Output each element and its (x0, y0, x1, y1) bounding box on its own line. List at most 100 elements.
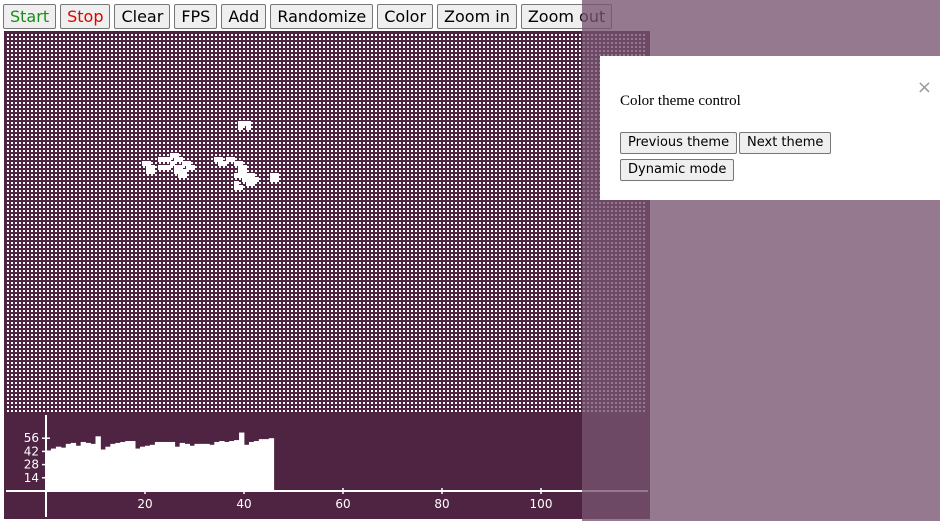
live-cell (146, 165, 151, 170)
live-cell (246, 173, 251, 178)
game-board[interactable]: 14 28 42 56 20 40 60 80 100 (4, 31, 650, 519)
population-chart: 14 28 42 56 20 40 60 80 100 (6, 413, 648, 517)
live-cell (238, 161, 243, 166)
live-cell (238, 185, 243, 190)
population-bar (85, 442, 91, 491)
y-tick-label: 42 (24, 444, 39, 458)
live-cell (234, 185, 239, 190)
live-cell (142, 161, 147, 166)
x-tick-label: 60 (335, 497, 350, 511)
population-bar (65, 443, 72, 491)
live-cell (150, 169, 155, 174)
live-cell (218, 161, 223, 166)
live-cell (246, 177, 251, 182)
population-bar (145, 445, 151, 491)
population-bar (179, 442, 185, 491)
live-cell (242, 169, 247, 174)
population-bar (80, 441, 86, 491)
live-cell (174, 157, 179, 162)
y-tick-label: 14 (24, 471, 39, 485)
live-cell (242, 177, 247, 182)
live-cell (238, 165, 243, 170)
live-cell (246, 181, 251, 186)
population-bar (100, 449, 106, 491)
population-bar (159, 441, 166, 491)
dynamic-mode-button[interactable]: Dynamic mode (620, 159, 735, 181)
x-tick-label: 100 (530, 497, 553, 511)
live-cell (186, 165, 191, 170)
population-bar (239, 432, 245, 491)
live-cell (242, 165, 247, 170)
live-cell (234, 173, 239, 178)
live-cell (186, 161, 191, 166)
live-cell (250, 173, 255, 178)
live-cell (158, 157, 163, 162)
live-cell (166, 157, 171, 162)
live-cell (178, 169, 183, 174)
live-cell (250, 181, 255, 186)
population-bar (169, 441, 176, 491)
population-bar (224, 441, 230, 491)
dialog-title: Color theme control (620, 93, 741, 109)
population-bar (263, 439, 270, 491)
population-bar (189, 445, 195, 491)
fps-button[interactable]: FPS (174, 4, 218, 29)
next-theme-button[interactable]: Next theme (739, 132, 832, 154)
live-cell (182, 173, 187, 178)
live-cell (274, 177, 279, 182)
population-bar (60, 447, 67, 491)
clear-button[interactable]: Clear (114, 4, 171, 29)
x-tick-label: 20 (137, 497, 152, 511)
live-cell (270, 173, 275, 178)
population-bar (50, 448, 57, 491)
population-bar (194, 443, 200, 491)
live-cell (178, 173, 183, 178)
randomize-button[interactable]: Randomize (270, 4, 374, 29)
color-theme-dialog: Color theme control × Previous theme Nex… (600, 56, 940, 200)
live-cell (158, 165, 163, 170)
y-tick-label: 28 (24, 458, 39, 472)
population-bar (140, 446, 146, 491)
live-cell (146, 161, 151, 166)
population-bar (209, 444, 215, 491)
live-cell (218, 157, 223, 162)
population-bar (149, 444, 156, 491)
live-cell (222, 161, 227, 166)
live-cell (238, 121, 243, 126)
live-cell (226, 157, 231, 162)
color-button[interactable]: Color (377, 4, 434, 29)
population-bar (219, 441, 225, 491)
live-cell (242, 173, 247, 178)
population-bar (115, 442, 121, 491)
population-bar (234, 440, 240, 491)
population-bar (174, 446, 181, 491)
live-cell (182, 169, 187, 174)
live-cell (170, 161, 175, 166)
live-cell (274, 173, 279, 178)
zoom-in-button[interactable]: Zoom in (437, 4, 517, 29)
population-bar (199, 443, 205, 491)
close-icon[interactable]: × (916, 77, 932, 98)
population-bar (258, 439, 265, 491)
live-cell (246, 121, 251, 126)
population-bar (70, 442, 77, 491)
live-cell (230, 157, 235, 162)
live-cell (238, 169, 243, 174)
dead-cells (6, 33, 646, 413)
previous-theme-button[interactable]: Previous theme (620, 132, 738, 154)
cell-grid[interactable] (6, 33, 648, 413)
x-tick-label: 80 (434, 497, 449, 511)
y-tick-label: 56 (24, 431, 39, 445)
stop-button[interactable]: Stop (60, 4, 111, 29)
start-button[interactable]: Start (3, 4, 57, 29)
population-bar (46, 450, 52, 491)
toolbar: Start Stop Clear FPS Add Randomize Color… (3, 4, 613, 30)
live-cell (174, 169, 179, 174)
live-cell (178, 157, 183, 162)
live-cell (214, 157, 219, 162)
add-button[interactable]: Add (221, 4, 267, 29)
population-bar (268, 438, 275, 491)
live-cell (246, 125, 251, 130)
live-cell (150, 165, 155, 170)
population-bar (95, 436, 101, 491)
